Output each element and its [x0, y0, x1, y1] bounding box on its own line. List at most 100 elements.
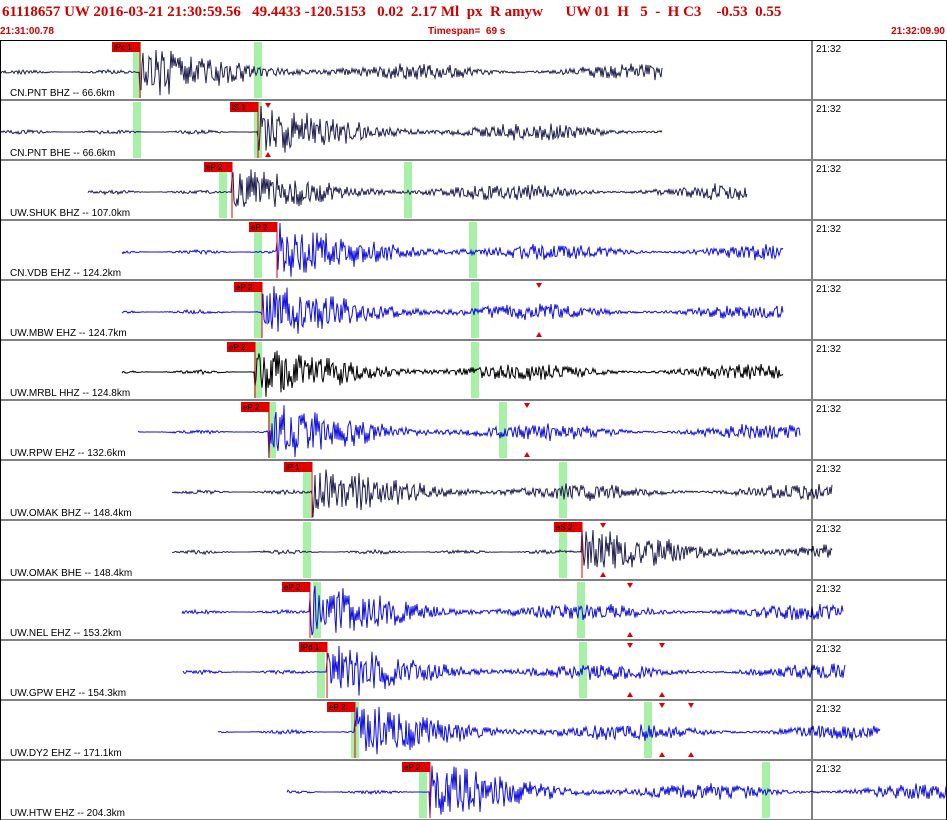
phase-marker: [303, 522, 311, 578]
pick-label: iP 1: [286, 463, 300, 472]
pick-triangle-top: [524, 403, 530, 408]
waveform: [171, 469, 833, 518]
pick-label-box: [299, 642, 327, 652]
trace-row[interactable]: eP 2 21:32 UW.RPW EHZ -- 132.6km: [0, 401, 947, 461]
trace-row[interactable]: eS 2 21:32 UW.OMAK BHE -- 148.4km: [0, 521, 947, 581]
phase-marker: [499, 402, 507, 458]
station-label: UW.MBW EHZ -- 124.7km: [10, 328, 127, 339]
waveform: [121, 350, 784, 398]
phase-marker: [419, 762, 427, 818]
pick-triangle-bottom: [600, 572, 606, 577]
phase-marker: [469, 222, 477, 278]
pick-label-box: [284, 462, 312, 472]
phase-marker: [303, 462, 311, 518]
minute-label: 21:32: [816, 284, 841, 295]
minute-label: 21:32: [816, 704, 841, 715]
minute-label: 21:32: [816, 584, 841, 595]
pick-label-box: [249, 222, 277, 232]
station-label: UW.OMAK BHE -- 148.4km: [10, 568, 132, 579]
waveform: [181, 585, 844, 636]
trace-row[interactable]: eP 2 21:32 UW.MBW EHZ -- 124.7km: [0, 281, 947, 341]
station-label: UW.GPW EHZ -- 154.3km: [10, 688, 126, 699]
pick-label-box: [230, 102, 258, 112]
event-header: 61118657 UW 2016-03-21 21:30:59.56 49.44…: [0, 0, 947, 40]
start-time: 21:31:00.78: [0, 26, 54, 37]
waveform: [172, 528, 833, 569]
waveform: [121, 222, 784, 277]
phase-marker: [254, 342, 262, 398]
station-label: UW.OMAK BHZ -- 148.4km: [10, 508, 132, 519]
pick-triangle-top: [659, 703, 665, 708]
minute-label: 21:32: [816, 764, 841, 775]
pick-triangle-bottom: [536, 332, 542, 337]
minute-label: 21:32: [816, 464, 841, 475]
pick-triangle-top: [627, 583, 633, 588]
pick-label: eP 2: [251, 223, 268, 232]
pick-label: iPc 1: [114, 43, 132, 52]
trace-row[interactable]: eP 2 21:32 UW.DY2 EHZ -- 171.1km: [0, 701, 947, 761]
phase-marker: [559, 522, 567, 578]
station-label: UW.RPW EHZ -- 132.6km: [10, 448, 126, 459]
pick-triangle-bottom: [688, 752, 694, 757]
pick-triangle-bottom: [524, 452, 530, 457]
station-label: CN.VDB EHZ -- 124.2km: [10, 268, 121, 279]
minute-label: 21:32: [816, 104, 841, 115]
phase-marker: [313, 582, 321, 638]
trace-row[interactable]: iP 1 21:32 UW.OMAK BHZ -- 148.4km: [0, 461, 947, 521]
pick-label-box: [204, 162, 232, 172]
station-label: UW.NEL EHZ -- 153.2km: [10, 628, 121, 639]
pick-triangle-top: [659, 643, 665, 648]
station-label: UW.HTW EHZ -- 204.3km: [10, 808, 125, 819]
station-label: CN.PNT BHE -- 66.6km: [10, 148, 115, 159]
trace-row[interactable]: iS 1 21:32 CN.PNT BHE -- 66.6km: [0, 101, 947, 161]
pick-label: iPd 1: [301, 643, 320, 652]
phase-marker: [762, 762, 770, 818]
pick-label: eP 2: [236, 283, 253, 292]
phase-marker: [317, 642, 325, 698]
phase-marker: [254, 282, 262, 338]
waveform: [137, 405, 801, 458]
pick-triangle-bottom: [627, 692, 633, 697]
end-time: 21:32:09.90: [891, 26, 945, 37]
minute-label: 21:32: [816, 404, 841, 415]
trace-row[interactable]: iPd 1 21:32 UW.GPW EHZ -- 154.3km: [0, 641, 947, 701]
pick-triangle-bottom: [265, 152, 271, 157]
pick-label-box: [282, 582, 310, 592]
trace-row[interactable]: eP 2 21:32 UW.HTW EHZ -- 204.3km: [0, 761, 947, 820]
pick-label: eP 2: [329, 703, 346, 712]
trace-row[interactable]: eP 2 21:32 UW.MRBL HHZ -- 124.8km: [0, 341, 947, 401]
phase-marker: [577, 582, 585, 638]
trace-row[interactable]: eP 2 21:32 UW.SHUK BHZ -- 107.0km: [0, 161, 947, 221]
pick-triangle-bottom: [659, 752, 665, 757]
minute-label: 21:32: [816, 44, 841, 55]
trace-row[interactable]: eP 2 21:32 UW.NEL EHZ -- 153.2km: [0, 581, 947, 641]
pick-triangle-top: [600, 523, 606, 528]
pick-label-box: [554, 522, 582, 532]
station-label: CN.PNT BHZ -- 66.6km: [10, 88, 115, 99]
timespan-label: Timespan= 69 s: [428, 26, 506, 37]
pick-label: iS 1: [232, 103, 246, 112]
pick-label-box: [227, 342, 255, 352]
pick-triangle-top: [688, 703, 694, 708]
event-summary: 61118657 UW 2016-03-21 21:30:59.56 49.44…: [2, 4, 782, 20]
pick-label: eS 2: [556, 523, 573, 532]
station-label: UW.SHUK BHZ -- 107.0km: [10, 208, 130, 219]
waveform: [217, 706, 881, 755]
waveform: [182, 645, 846, 696]
seismogram-panel[interactable]: iPc 1 21:32 CN.PNT BHZ -- 66.6km iS 1 21:32 C…: [0, 40, 947, 820]
waveform: [121, 286, 784, 334]
station-label: UW.DY2 EHZ -- 171.1km: [10, 748, 122, 759]
trace-row[interactable]: iPc 1 21:32 CN.PNT BHZ -- 66.6km: [0, 41, 947, 101]
station-label: UW.MRBL HHZ -- 124.8km: [10, 388, 130, 399]
pick-label: eP 2: [404, 763, 421, 772]
waveform: [286, 765, 947, 818]
pick-triangle-bottom: [627, 632, 633, 637]
pick-label: eP 2: [206, 163, 223, 172]
pick-triangle-top: [265, 103, 271, 108]
trace-row[interactable]: eP 2 21:32 CN.VDB EHZ -- 124.2km: [0, 221, 947, 281]
phase-marker: [219, 162, 227, 218]
minute-label: 21:32: [816, 344, 841, 355]
phase-marker: [133, 42, 141, 98]
pick-label: eP 2: [229, 343, 246, 352]
pick-label-box: [234, 282, 262, 292]
